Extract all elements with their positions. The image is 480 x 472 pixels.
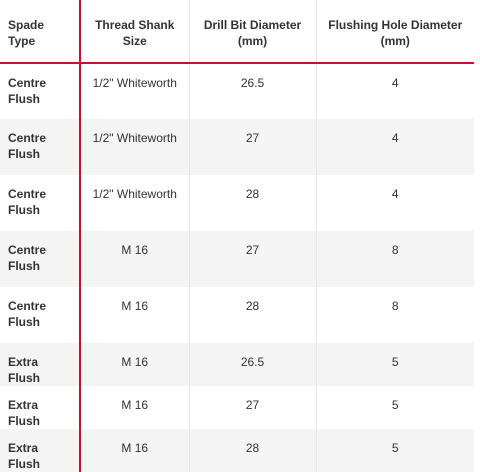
header-thread-shank-size: Thread Shank Size — [80, 0, 190, 64]
cell-thread-shank-size: M 16 — [80, 287, 190, 343]
cell-spade-type: Centre Flush — [0, 175, 81, 231]
cell-drill-bit-diameter: 26.5 — [189, 63, 317, 119]
cell-flushing-hole-diameter: 5 — [391, 398, 399, 412]
table-row: Extra Flush M 16 26.5 5 — [0, 343, 474, 386]
cell-thread-shank-size: 1/2" Whiteworth — [80, 63, 190, 119]
cell-drill-bit-diameter: 27 — [189, 231, 317, 287]
cell-drill-bit-diameter: 28 — [189, 287, 317, 343]
cell-drill-bit-diameter: 28 — [189, 175, 317, 231]
table-row: Extra Flush M 16 27 5 — [0, 386, 474, 429]
cell-spade-type: Centre Flush — [0, 231, 81, 287]
cell-flushing-hole-diameter: 5 — [316, 429, 474, 472]
cell-spade-type: Extra Flush — [0, 343, 81, 386]
cell-flushing-hole-diameter: 4 — [316, 119, 474, 175]
cell-drill-bit-diameter: 27 — [189, 386, 317, 429]
cell-flushing-hole-diameter: 8 — [391, 299, 399, 313]
header-spade-type: Spade Type — [0, 0, 81, 64]
cell-flushing-hole-diameter: 4 — [391, 187, 399, 201]
cell-drill-bit-diameter: 26.5 — [189, 343, 317, 386]
cell-thread-shank-size: 1/2" Whiteworth — [80, 119, 190, 175]
cell-spade-type: Centre Flush — [0, 63, 81, 119]
cell-spade-type: Centre Flush — [0, 119, 81, 175]
cell-spade-type: Centre Flush — [0, 287, 81, 343]
header-flushing-hole-diameter: Flushing Hole Diameter (mm) — [316, 0, 474, 64]
cell-thread-shank-size: 1/2" Whiteworth — [80, 175, 190, 231]
table-row: Centre Flush M 16 28 8 — [0, 287, 474, 343]
cell-thread-shank-size: M 16 — [80, 231, 190, 287]
cell-flushing-hole-diameter: 4 — [391, 76, 399, 90]
cell-spade-type: Extra Flush — [0, 429, 81, 472]
cell-drill-bit-diameter: 28 — [189, 429, 317, 472]
table-row: Centre Flush 1/2" Whiteworth 27 4 — [0, 119, 474, 175]
cell-thread-shank-size: M 16 — [80, 429, 190, 472]
table-row: Centre Flush M 16 27 8 — [0, 231, 474, 287]
cell-thread-shank-size: M 16 — [80, 386, 190, 429]
cell-spade-type: Extra Flush — [0, 386, 81, 429]
table-row: Centre Flush 1/2" Whiteworth 28 4 — [0, 175, 474, 231]
table-row: Extra Flush M 16 28 5 — [0, 429, 474, 472]
cell-flushing-hole-diameter: 8 — [316, 231, 474, 287]
cell-flushing-hole-diameter: 5 — [316, 343, 474, 386]
table-row: Centre Flush 1/2" Whiteworth 26.5 4 — [0, 63, 474, 119]
header-drill-bit-diameter: Drill Bit Diameter (mm) — [189, 0, 317, 64]
table-header-row: Spade Type Thread Shank Size Drill Bit D… — [0, 0, 474, 64]
cell-thread-shank-size: M 16 — [80, 343, 190, 386]
cell-drill-bit-diameter: 27 — [189, 119, 317, 175]
